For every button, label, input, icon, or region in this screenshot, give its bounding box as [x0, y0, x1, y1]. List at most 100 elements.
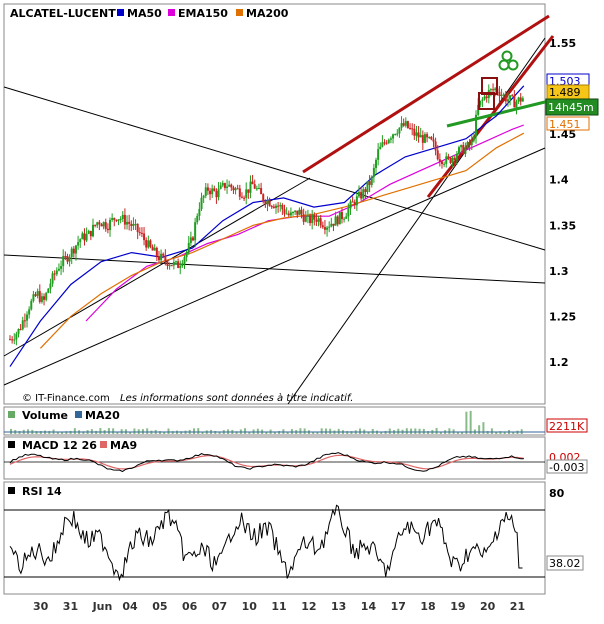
- price-bar-body: [11, 339, 14, 341]
- price-bar-body: [415, 132, 418, 136]
- volume-bar: [35, 431, 38, 434]
- price-bar-body: [404, 121, 407, 126]
- price-bar-body: [185, 252, 188, 258]
- price-bar-body: [466, 142, 469, 148]
- price-bar-body: [334, 216, 337, 226]
- price-bars: [9, 83, 524, 346]
- volume-bar: [197, 428, 200, 434]
- price-bar-body: [53, 273, 56, 275]
- volume-bar: [397, 428, 400, 434]
- volume-bar: [427, 431, 430, 434]
- macd-value-box: [546, 459, 588, 474]
- volume-bar: [244, 428, 247, 434]
- time-badge-box: [545, 98, 599, 116]
- price-bar-body: [500, 94, 503, 96]
- ma-line-ma200: [39, 132, 525, 349]
- x-tick-label: 30: [33, 600, 49, 613]
- price-bar-body: [285, 213, 288, 215]
- price-bar-body: [366, 181, 369, 193]
- volume-bar: [82, 431, 85, 434]
- price-bar-body: [87, 230, 90, 234]
- price-bar-body: [113, 218, 116, 220]
- price-bar-body: [349, 201, 352, 209]
- price-bar-body: [513, 95, 516, 108]
- price-bar-body: [385, 142, 388, 144]
- price-bar-body: [219, 185, 222, 189]
- pattern-annotations: [478, 50, 519, 110]
- volume-bar: [380, 431, 383, 434]
- price-bar-body: [79, 239, 82, 243]
- price-bar-body: [485, 96, 488, 98]
- volume-bar: [61, 431, 64, 434]
- rsi-curve: [9, 504, 523, 582]
- volume-bar: [337, 428, 340, 434]
- price-bar-body: [311, 215, 314, 224]
- trendline-black-down-1: [3, 86, 546, 251]
- price-bar-body: [434, 141, 437, 151]
- price-bar-body: [226, 186, 229, 188]
- price-bar-body: [406, 121, 409, 128]
- volume-bar: [133, 428, 136, 434]
- volume-bar: [180, 431, 183, 434]
- legend-swatch-ema150: [168, 9, 175, 16]
- price-bar-body: [281, 205, 284, 210]
- price-bar-body: [338, 212, 341, 225]
- macd-ma9-swatch: [100, 441, 107, 448]
- volume-bar: [163, 431, 166, 434]
- macd-legend-label: MACD 12 26: [22, 439, 97, 452]
- price-bar-body: [294, 210, 297, 213]
- price-bar-body: [251, 181, 254, 185]
- price-bar-body: [394, 134, 397, 136]
- legend-label-ma200: MA200: [246, 7, 289, 20]
- price-bar-body: [472, 136, 475, 141]
- x-tick-label: 10: [242, 600, 258, 613]
- volume-bar: [418, 428, 421, 434]
- price-bar-body: [23, 320, 26, 322]
- price-bar-body: [26, 314, 29, 321]
- price-bar-body: [375, 159, 378, 168]
- price-bar-body: [260, 188, 263, 195]
- rsi-value-label: 38.02: [549, 557, 581, 570]
- price-bar-body: [423, 134, 426, 143]
- price-bar-body: [445, 156, 448, 164]
- price-bar-body: [368, 181, 371, 185]
- price-bar-body: [475, 114, 478, 137]
- price-bar-body: [153, 247, 156, 251]
- price-bar-body: [198, 208, 201, 216]
- volume-bar: [218, 431, 221, 434]
- price-bar-body: [140, 232, 143, 234]
- volume-bar: [512, 431, 515, 434]
- price-bar-body: [479, 100, 482, 105]
- moving-average-lines: [9, 85, 525, 367]
- price-bar-body: [138, 232, 141, 234]
- price-bar-body: [115, 219, 118, 221]
- volume-bar: [73, 428, 76, 434]
- y-tick-label: 1.55: [549, 37, 576, 50]
- price-bar-body: [292, 212, 295, 214]
- price-bar-body: [62, 256, 65, 267]
- price-bar-body: [19, 328, 22, 330]
- y-tick-label: 1.3: [549, 265, 569, 278]
- legend-label-ema150: EMA150: [178, 7, 228, 20]
- x-tick-label: 21: [510, 600, 525, 613]
- x-tick-label: 17: [391, 600, 406, 613]
- volume-bar: [265, 431, 268, 434]
- price-bar-body: [387, 139, 390, 143]
- y-tick-label: 1.25: [549, 310, 576, 323]
- volume-bar: [478, 425, 481, 434]
- volume-bar: [10, 428, 12, 434]
- volume-bar: [486, 431, 489, 434]
- price-bar-body: [481, 99, 484, 101]
- price-bar-body: [494, 88, 497, 91]
- price-bar-body: [319, 218, 322, 226]
- price-bar-body: [326, 227, 329, 230]
- price-bar-body: [458, 147, 461, 154]
- volume-bar: [273, 431, 276, 434]
- volume-bar: [167, 428, 170, 434]
- price-bar-body: [417, 132, 420, 138]
- price-bar-body: [511, 95, 514, 97]
- volume-max-label: 2211K: [549, 420, 585, 433]
- price-bar-body: [249, 181, 252, 193]
- volume-bar: [56, 431, 59, 434]
